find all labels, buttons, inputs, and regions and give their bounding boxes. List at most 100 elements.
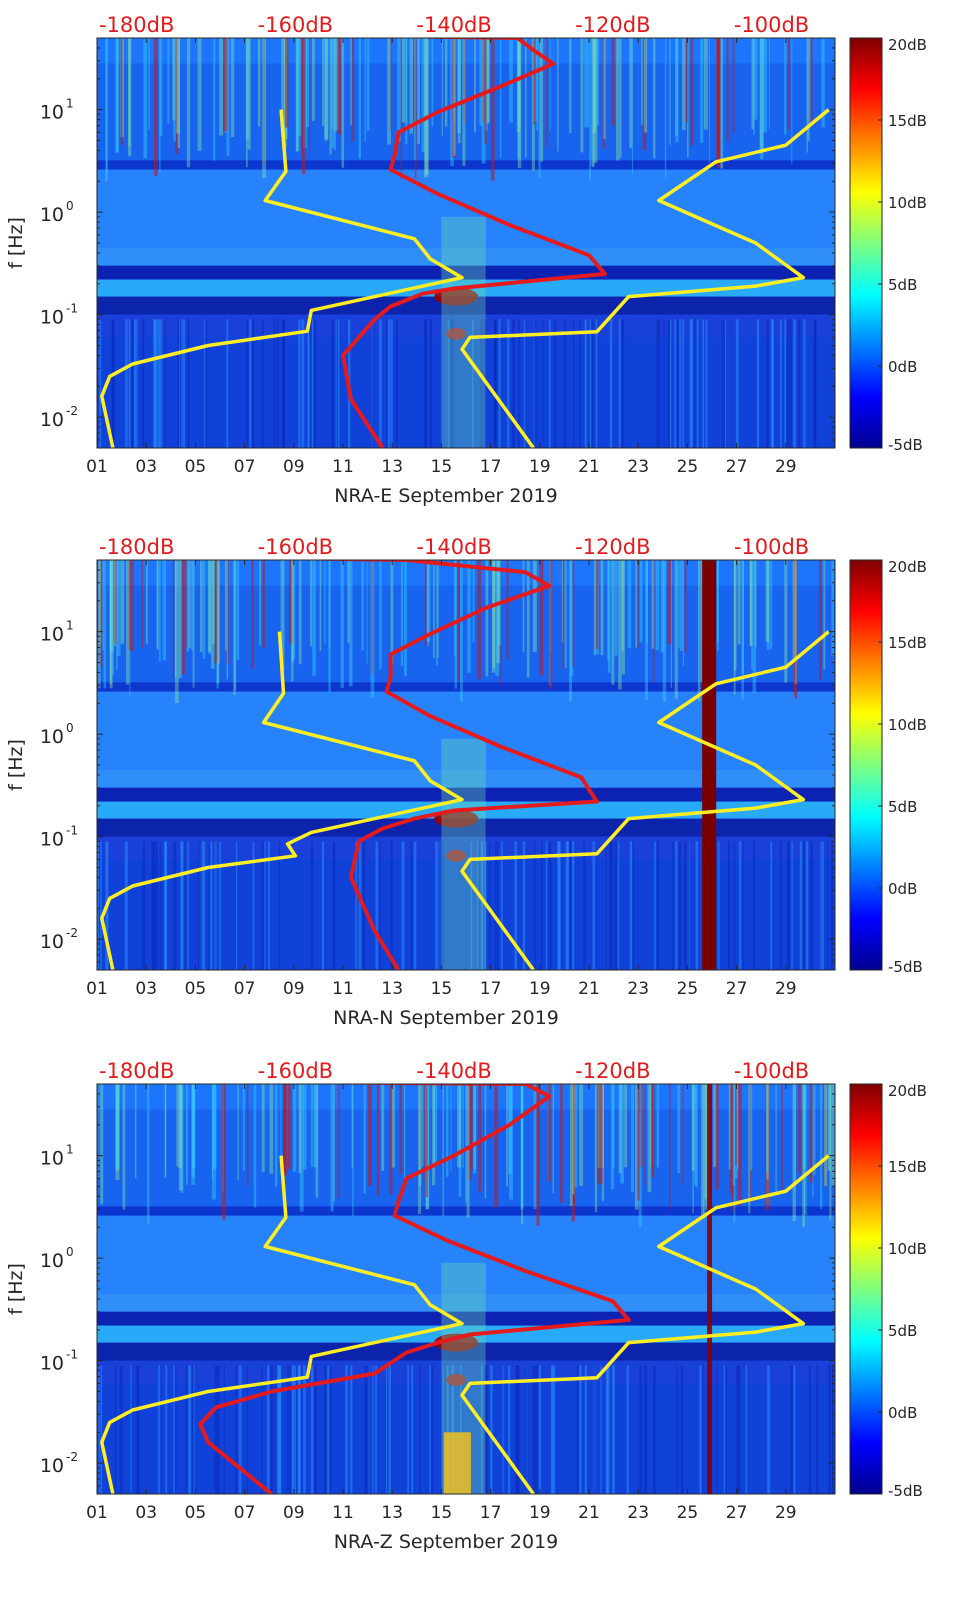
noise-column <box>736 1365 739 1494</box>
event-streak <box>466 1084 470 1218</box>
x-tick-label: 01 <box>86 457 108 477</box>
noise-column <box>472 319 474 448</box>
noise-column <box>600 1365 602 1494</box>
event-streak <box>445 1084 449 1177</box>
event-streak <box>484 1084 487 1199</box>
noise-column <box>728 841 731 970</box>
event-streak <box>465 1084 468 1203</box>
noise-column <box>592 1365 596 1494</box>
noise-column <box>310 841 314 970</box>
event-streak <box>246 1084 249 1187</box>
event-streak <box>690 38 694 146</box>
noise-column <box>439 841 442 970</box>
noise-column <box>277 1365 281 1494</box>
noise-column <box>790 1365 793 1494</box>
event-streak <box>682 38 686 131</box>
event-streak <box>174 560 177 678</box>
event-streak <box>589 38 592 181</box>
event-streak <box>675 38 679 143</box>
event-streak <box>645 560 648 644</box>
x-tick-label: 15 <box>431 1503 453 1523</box>
microseism-peak <box>446 849 467 862</box>
noise-column <box>538 1365 541 1494</box>
event-streak <box>432 1084 436 1186</box>
noise-column <box>159 319 162 448</box>
event-streak <box>754 38 758 120</box>
noise-column <box>282 319 285 448</box>
event-streak <box>263 38 265 165</box>
noise-column <box>500 841 503 970</box>
event-streak <box>684 560 687 653</box>
event-streak <box>594 1084 598 1213</box>
event-streak <box>421 1084 425 1167</box>
noise-column <box>682 319 685 448</box>
x-tick-label: 13 <box>381 457 403 477</box>
noise-column <box>155 841 158 970</box>
event-streak <box>105 38 108 182</box>
noise-column <box>629 841 633 970</box>
noise-column <box>494 841 497 970</box>
event-streak <box>174 38 179 154</box>
event-streak <box>813 1084 816 1176</box>
noise-column <box>482 1365 486 1494</box>
event-streak <box>643 38 648 133</box>
noise-column <box>639 1365 642 1494</box>
event-streak <box>370 560 374 674</box>
event-streak <box>126 560 130 685</box>
noise-column <box>816 1365 819 1494</box>
event-streak <box>423 38 428 178</box>
event-streak <box>302 1084 307 1170</box>
y-tick-exponent: -2 <box>66 926 78 940</box>
event-streak <box>607 560 610 661</box>
event-streak <box>109 560 113 689</box>
event-streak <box>539 560 544 676</box>
noise-column <box>345 1365 348 1494</box>
x-tick-label: 25 <box>677 457 699 477</box>
event-streak <box>444 38 448 127</box>
colorbar-tick-label: 0dB <box>888 358 917 376</box>
event-streak <box>729 1084 733 1194</box>
event-streak <box>634 1084 639 1210</box>
noise-column <box>780 319 782 448</box>
event-streak <box>454 560 456 656</box>
event-streak <box>177 38 180 149</box>
event-streak <box>642 38 647 151</box>
noise-column <box>183 841 186 970</box>
event-streak <box>431 38 434 127</box>
event-streak <box>324 38 328 139</box>
event-streak <box>128 38 131 146</box>
noise-column <box>605 841 607 970</box>
noise-column <box>431 1365 434 1494</box>
event-streak <box>370 560 375 698</box>
noise-column <box>803 319 806 448</box>
noise-column <box>390 319 393 448</box>
event-streak <box>717 38 720 130</box>
noise-column <box>680 1365 684 1494</box>
noise-column <box>371 319 373 448</box>
noise-column <box>753 841 756 970</box>
event-streak <box>262 38 267 178</box>
event-streak <box>728 1084 731 1170</box>
event-streak <box>397 38 402 142</box>
event-streak <box>536 38 539 131</box>
noise-column <box>548 841 552 970</box>
noise-column <box>100 841 102 970</box>
noise-column <box>674 841 676 970</box>
y-tick-exponent: 1 <box>66 619 74 633</box>
noise-column <box>325 1365 328 1494</box>
noise-column <box>632 841 635 970</box>
event-streak <box>349 560 353 687</box>
event-streak <box>733 1084 736 1223</box>
noise-column <box>716 1365 718 1494</box>
event-streak <box>115 1084 120 1171</box>
noise-column <box>142 319 145 448</box>
y-tick-label: 10 <box>40 204 64 226</box>
event-streak <box>719 38 723 169</box>
event-streak <box>178 1084 182 1169</box>
event-streak <box>176 1084 179 1167</box>
noise-column <box>246 1365 248 1494</box>
event-streak <box>656 1084 660 1168</box>
median-psd-curve <box>341 38 607 448</box>
event-streak <box>162 560 167 661</box>
noise-column <box>729 319 731 448</box>
